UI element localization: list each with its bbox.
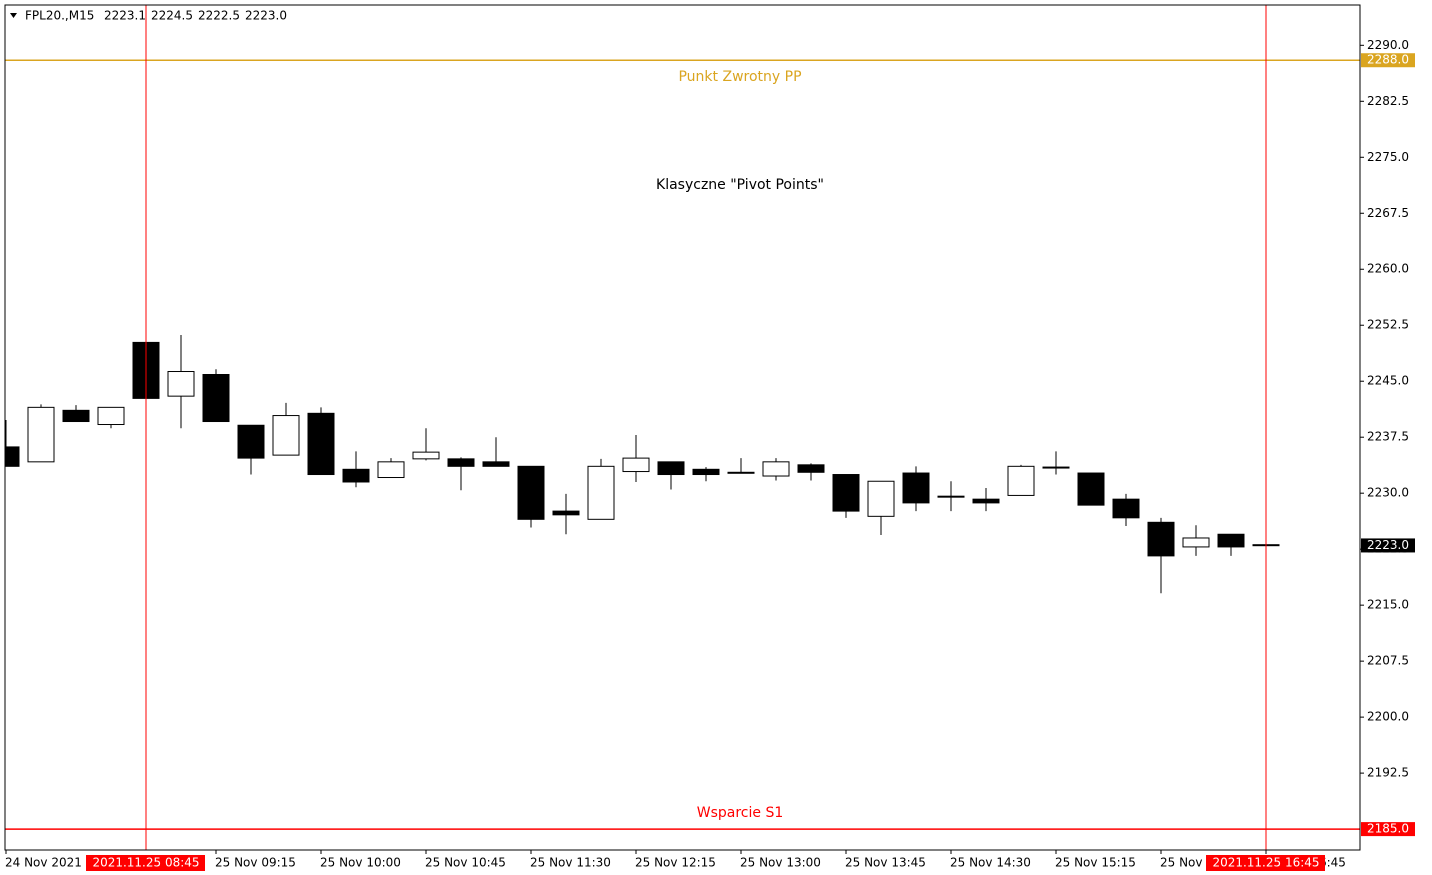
candle-body	[167, 371, 195, 397]
y-tick-label: 2237.5	[1367, 430, 1409, 444]
crosshair-time-label: 2021.11.25 16:45	[1212, 856, 1319, 870]
candle-body	[97, 406, 125, 426]
candle-body	[517, 465, 545, 520]
candle-body	[657, 461, 685, 476]
candle-body	[832, 474, 860, 512]
candle-body	[1112, 498, 1140, 519]
x-tick-label: 25 Nov 15:15	[1055, 856, 1136, 870]
symbol: FPL20.,M15	[25, 9, 94, 23]
candle-body	[447, 458, 475, 467]
plot-area	[5, 5, 1360, 850]
candle-body	[272, 415, 300, 456]
x-tick-label: 25 Nov 11:30	[530, 856, 611, 870]
crosshair-time-box	[1206, 855, 1325, 871]
candle-body	[937, 495, 965, 498]
x-tick-label: 25 Nov 12:15	[635, 856, 716, 870]
level-price-box	[1361, 53, 1415, 68]
candle-body	[412, 451, 440, 460]
y-tick-label: 2207.5	[1367, 654, 1409, 668]
candle-body	[762, 461, 790, 477]
y-tick-label: 2290.0	[1367, 38, 1409, 52]
x-tick-label: 25 Nov 10:00	[320, 856, 401, 870]
candle-body	[1007, 465, 1035, 496]
level-price-box	[1361, 822, 1415, 837]
level-price-label: 2185.0	[1367, 822, 1409, 836]
y-tick-label: 2282.5	[1367, 94, 1409, 108]
y-tick-label: 2252.5	[1367, 318, 1409, 332]
x-tick-label: 25 Nov 14:30	[950, 856, 1031, 870]
candle-body	[972, 498, 1000, 504]
level-name: Wsparcie S1	[697, 805, 784, 821]
y-tick-label: 2215.0	[1367, 598, 1409, 612]
candle-body	[622, 457, 650, 473]
level-name: Punkt Zwrotny PP	[678, 69, 801, 85]
y-tick-label: 2230.0	[1367, 486, 1409, 500]
candle-body	[1182, 537, 1210, 548]
candle-body	[27, 406, 55, 463]
header-value: 2223.1	[104, 9, 146, 23]
header-value: 2222.5	[198, 9, 240, 23]
x-tick-label: 25 Nov 10:45	[425, 856, 506, 870]
candle-body	[5, 446, 20, 467]
candle-body	[1217, 533, 1245, 548]
candle-body	[1042, 466, 1070, 469]
y-tick-label: 2245.0	[1367, 374, 1409, 388]
candle-body	[202, 374, 230, 423]
candle-body	[342, 468, 370, 483]
frame	[4, 4, 1361, 851]
crosshair-time-box	[86, 855, 205, 871]
candle-body	[1077, 472, 1105, 506]
candle-body	[797, 464, 825, 473]
candle-body	[377, 461, 405, 479]
candle-body	[902, 472, 930, 504]
candle-body	[62, 409, 90, 423]
candle-body	[552, 510, 580, 516]
candle-body	[727, 471, 755, 474]
candle-body	[482, 461, 510, 467]
y-tick-label: 2260.0	[1367, 262, 1409, 276]
last-price-box	[1361, 538, 1415, 553]
level-price-label: 2288.0	[1367, 53, 1409, 67]
x-tick-label: 25 Nov 13:00	[740, 856, 821, 870]
y-tick-label: 2200.0	[1367, 710, 1409, 724]
x-tick-label: 24 Nov 2021	[5, 856, 82, 870]
candle-body	[587, 465, 615, 520]
y-tick-label: 2192.5	[1367, 766, 1409, 780]
y-tick-label: 2267.5	[1367, 206, 1409, 220]
candle-body	[307, 412, 335, 476]
header-value: 2223.0	[245, 9, 287, 23]
candle-body	[1147, 521, 1175, 557]
crosshair-time-label: 2021.11.25 08:45	[92, 856, 199, 870]
y-tick-label: 2275.0	[1367, 150, 1409, 164]
chart-title: Klasyczne "Pivot Points"	[656, 177, 824, 193]
last-price-label: 2223.0	[1367, 538, 1409, 552]
x-tick-label: 25 Nov 09:15	[215, 856, 296, 870]
candle-body	[867, 480, 895, 517]
header-value: 2224.5	[151, 9, 193, 23]
x-tick-label: 25 Nov 13:45	[845, 856, 926, 870]
candle-body	[692, 468, 720, 476]
candle-body	[237, 424, 265, 459]
menu-triangle[interactable]	[10, 13, 17, 18]
